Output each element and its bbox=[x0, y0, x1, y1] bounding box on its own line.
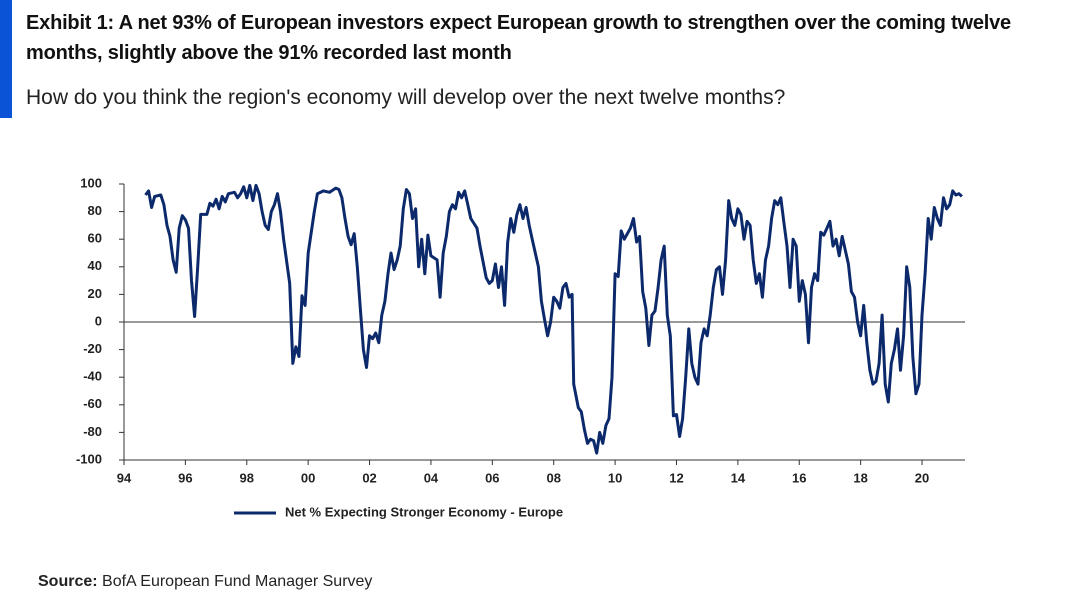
legend-label: Net % Expecting Stronger Economy - Europ… bbox=[285, 504, 563, 519]
x-tick-label: 08 bbox=[546, 470, 560, 485]
x-tick-label: 96 bbox=[178, 470, 192, 485]
y-tick-label: 60 bbox=[88, 231, 102, 246]
x-tick-label: 98 bbox=[240, 470, 254, 485]
source-label: Source: bbox=[38, 573, 98, 590]
y-tick-label: 100 bbox=[80, 175, 102, 190]
y-tick-label: -20 bbox=[83, 341, 102, 356]
x-tick-label: 04 bbox=[424, 470, 439, 485]
accent-bar bbox=[0, 0, 12, 118]
x-tick-label: 10 bbox=[608, 470, 622, 485]
y-tick-label: 40 bbox=[88, 258, 102, 273]
y-tick-label: -100 bbox=[76, 451, 102, 466]
y-tick-label: 20 bbox=[88, 286, 102, 301]
y-tick-label: 80 bbox=[88, 203, 102, 218]
chart: -100 -80 -60 -40 -20 0 20 40 60 80 100 94 96 98 00 02 04… bbox=[76, 175, 965, 519]
series-line bbox=[144, 183, 963, 455]
source: Source: BofA European Fund Manager Surve… bbox=[38, 573, 372, 591]
x-tick-label: 14 bbox=[731, 470, 746, 485]
title: Exhibit 1: A net 93% of European investo… bbox=[26, 12, 1011, 64]
y-tick-label: 0 bbox=[95, 313, 102, 328]
x-tick-label: 18 bbox=[853, 470, 867, 485]
x-tick-label: 00 bbox=[301, 470, 315, 485]
x-tick-label: 06 bbox=[485, 470, 499, 485]
y-tick-label: -60 bbox=[83, 396, 102, 411]
x-tick-label: 02 bbox=[362, 470, 376, 485]
source-text: BofA European Fund Manager Survey bbox=[102, 573, 373, 590]
x-tick-label: 16 bbox=[792, 470, 806, 485]
y-tick-label: -40 bbox=[83, 369, 102, 384]
y-tick-label: -80 bbox=[83, 424, 102, 439]
subtitle: How do you think the region's economy wi… bbox=[26, 86, 786, 109]
x-tick-label: 94 bbox=[117, 470, 132, 485]
x-tick-label: 12 bbox=[669, 470, 683, 485]
x-tick-label: 20 bbox=[915, 470, 929, 485]
